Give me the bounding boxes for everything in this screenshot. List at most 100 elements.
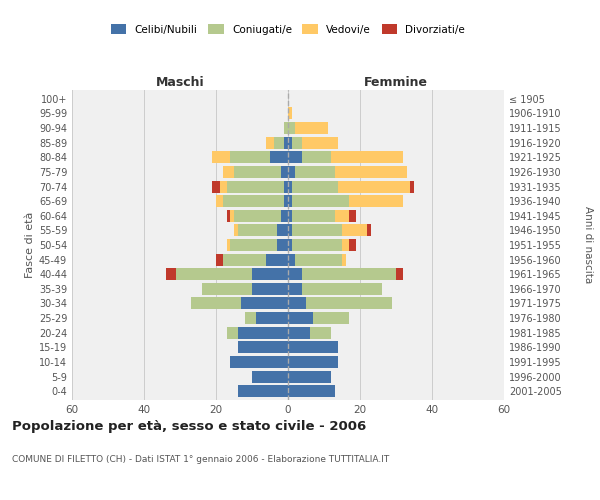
Bar	[302, 283, 382, 295]
Bar	[295, 122, 328, 134]
Bar	[166, 268, 176, 280]
Bar	[338, 180, 410, 192]
Bar	[288, 268, 302, 280]
Bar	[284, 180, 288, 192]
Bar	[288, 195, 292, 207]
Bar	[292, 195, 349, 207]
Bar	[238, 326, 288, 338]
Legend: Celibi/Nubili, Coniugati/e, Vedovi/e, Divorziati/e: Celibi/Nubili, Coniugati/e, Vedovi/e, Di…	[107, 20, 469, 39]
Bar	[335, 166, 407, 178]
Bar	[288, 254, 295, 266]
Text: Femmine: Femmine	[364, 76, 428, 88]
Bar	[284, 122, 288, 134]
Bar	[216, 254, 223, 266]
Bar	[288, 224, 292, 236]
Bar	[288, 180, 292, 192]
Bar	[274, 136, 284, 148]
Text: Popolazione per età, sesso e stato civile - 2006: Popolazione per età, sesso e stato civil…	[12, 420, 366, 433]
Bar	[288, 312, 313, 324]
Bar	[270, 152, 288, 164]
Bar	[230, 239, 277, 251]
Bar	[292, 224, 342, 236]
Bar	[396, 268, 403, 280]
Bar	[292, 180, 338, 192]
Y-axis label: Fasce di età: Fasce di età	[25, 212, 35, 278]
Bar	[410, 180, 414, 192]
Bar	[227, 180, 284, 192]
Bar	[349, 195, 403, 207]
Bar	[288, 298, 306, 310]
Bar	[241, 298, 288, 310]
Bar	[234, 210, 281, 222]
Bar	[288, 342, 338, 353]
Bar	[292, 210, 335, 222]
Bar	[277, 224, 288, 236]
Bar	[288, 136, 292, 148]
Bar	[281, 210, 288, 222]
Bar	[227, 326, 238, 338]
Bar	[230, 356, 288, 368]
Bar	[202, 283, 252, 295]
Bar	[252, 283, 288, 295]
Bar	[288, 166, 295, 178]
Text: Anni di nascita: Anni di nascita	[583, 206, 593, 284]
Bar	[302, 268, 396, 280]
Bar	[176, 268, 252, 280]
Bar	[342, 224, 367, 236]
Bar	[310, 326, 331, 338]
Bar	[284, 195, 288, 207]
Bar	[306, 298, 392, 310]
Bar	[302, 136, 338, 148]
Bar	[245, 312, 256, 324]
Bar	[281, 166, 288, 178]
Bar	[295, 254, 342, 266]
Bar	[234, 224, 238, 236]
Bar	[342, 239, 349, 251]
Bar	[220, 180, 227, 192]
Bar	[288, 370, 331, 382]
Bar	[230, 210, 234, 222]
Bar	[288, 356, 338, 368]
Bar	[367, 224, 371, 236]
Bar	[288, 239, 292, 251]
Bar	[288, 283, 302, 295]
Bar	[252, 268, 288, 280]
Bar	[212, 152, 230, 164]
Bar	[256, 312, 288, 324]
Bar	[227, 239, 230, 251]
Bar	[288, 385, 335, 397]
Bar	[342, 254, 346, 266]
Bar	[292, 136, 302, 148]
Bar	[223, 254, 266, 266]
Bar	[238, 224, 277, 236]
Bar	[216, 195, 223, 207]
Bar	[288, 152, 302, 164]
Bar	[238, 342, 288, 353]
Bar	[292, 239, 342, 251]
Bar	[284, 136, 288, 148]
Bar	[349, 210, 356, 222]
Bar	[212, 180, 220, 192]
Bar	[288, 210, 292, 222]
Bar	[277, 239, 288, 251]
Bar	[227, 210, 230, 222]
Bar	[238, 385, 288, 397]
Bar	[295, 166, 335, 178]
Bar	[302, 152, 331, 164]
Bar	[230, 152, 270, 164]
Bar	[288, 108, 292, 120]
Bar	[331, 152, 403, 164]
Bar	[266, 136, 274, 148]
Bar	[191, 298, 241, 310]
Text: Maschi: Maschi	[155, 76, 205, 88]
Text: COMUNE DI FILETTO (CH) - Dati ISTAT 1° gennaio 2006 - Elaborazione TUTTITALIA.IT: COMUNE DI FILETTO (CH) - Dati ISTAT 1° g…	[12, 455, 389, 464]
Bar	[288, 326, 310, 338]
Bar	[349, 239, 356, 251]
Bar	[313, 312, 349, 324]
Bar	[288, 122, 295, 134]
Bar	[223, 195, 284, 207]
Bar	[234, 166, 281, 178]
Bar	[335, 210, 349, 222]
Bar	[252, 370, 288, 382]
Bar	[266, 254, 288, 266]
